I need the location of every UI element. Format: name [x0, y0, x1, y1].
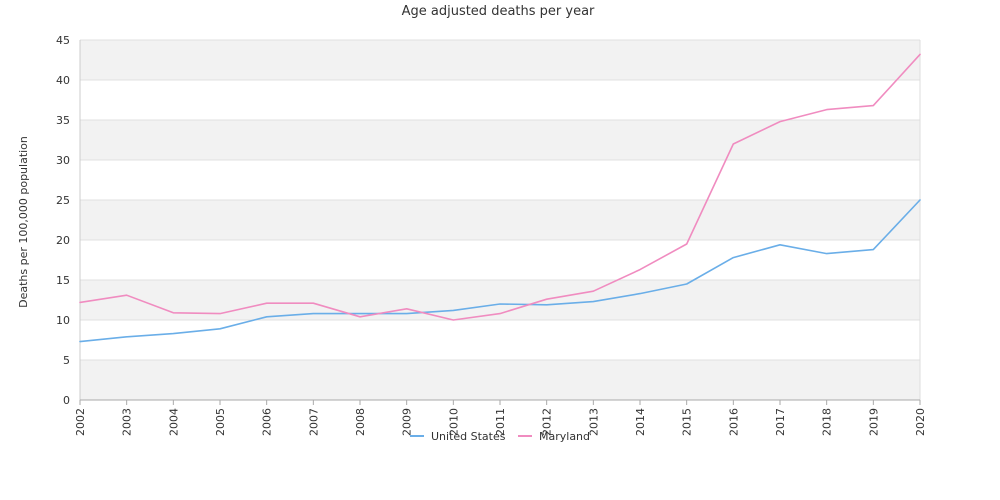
y-tick-label: 20: [56, 234, 70, 247]
gridlines: [80, 39, 920, 401]
y-tick-label: 5: [63, 354, 70, 367]
x-tick-label: 2019: [867, 408, 880, 436]
x-tick-label: 2002: [74, 408, 87, 436]
series-lines: [79, 53, 921, 343]
grid-band: [80, 320, 920, 360]
legend-item-united-states[interactable]: United States: [410, 430, 506, 443]
y-axis-title: Deaths per 100,000 population: [17, 136, 30, 308]
grid-band: [80, 120, 920, 160]
x-tick-labels: 2002 2003 2004 2005 2006 2007 2008 2009 2010 2011…: [74, 400, 927, 436]
x-tick-label: 2014: [634, 408, 647, 436]
x-tick-label: 2008: [354, 408, 367, 436]
y-tick-labels: 0 5 10 15 20 25 30 35 40 45: [56, 34, 70, 407]
y-tick-label: 45: [56, 34, 70, 47]
x-tick-label: 2015: [681, 408, 694, 436]
grid-band: [80, 200, 920, 240]
x-tick-label: 2006: [261, 408, 274, 436]
x-tick-label: 2007: [307, 408, 320, 436]
y-tick-label: 15: [56, 274, 70, 287]
y-tick-label: 0: [63, 394, 70, 407]
x-tick-label: 2017: [774, 408, 787, 436]
x-tick-label: 2012: [541, 408, 554, 436]
y-tick-label: 40: [56, 74, 70, 87]
x-tick-label: 2009: [401, 408, 414, 436]
x-tick-label: 2016: [727, 408, 740, 436]
x-tick-label: 2005: [214, 408, 227, 436]
grid-band: [80, 40, 920, 80]
y-tick-label: 10: [56, 314, 70, 327]
x-tick-label: 2004: [167, 408, 180, 436]
x-tick-label: 2010: [447, 408, 460, 436]
grid-bands: [80, 40, 920, 400]
grid-band: [80, 80, 920, 120]
legend-label: United States: [431, 430, 506, 443]
x-tick-label: 2018: [821, 408, 834, 436]
y-tick-label: 25: [56, 194, 70, 207]
x-tick-label: 2011: [494, 408, 507, 436]
chart-title: Age adjusted deaths per year: [402, 4, 595, 19]
y-tick-label: 30: [56, 154, 70, 167]
series-line-maryland: [79, 53, 921, 321]
grid-band: [80, 240, 920, 280]
x-tick-label: 2003: [121, 408, 134, 436]
legend[interactable]: United States Maryland: [410, 430, 590, 443]
grid-band: [80, 360, 920, 400]
legend-item-maryland[interactable]: Maryland: [518, 430, 590, 443]
series-line-united-states: [79, 199, 921, 343]
x-tick-label: 2013: [587, 408, 600, 436]
y-tick-label: 35: [56, 114, 70, 127]
x-tick-label: 2020: [914, 408, 927, 436]
legend-label: Maryland: [539, 430, 590, 443]
grid-band: [80, 160, 920, 200]
